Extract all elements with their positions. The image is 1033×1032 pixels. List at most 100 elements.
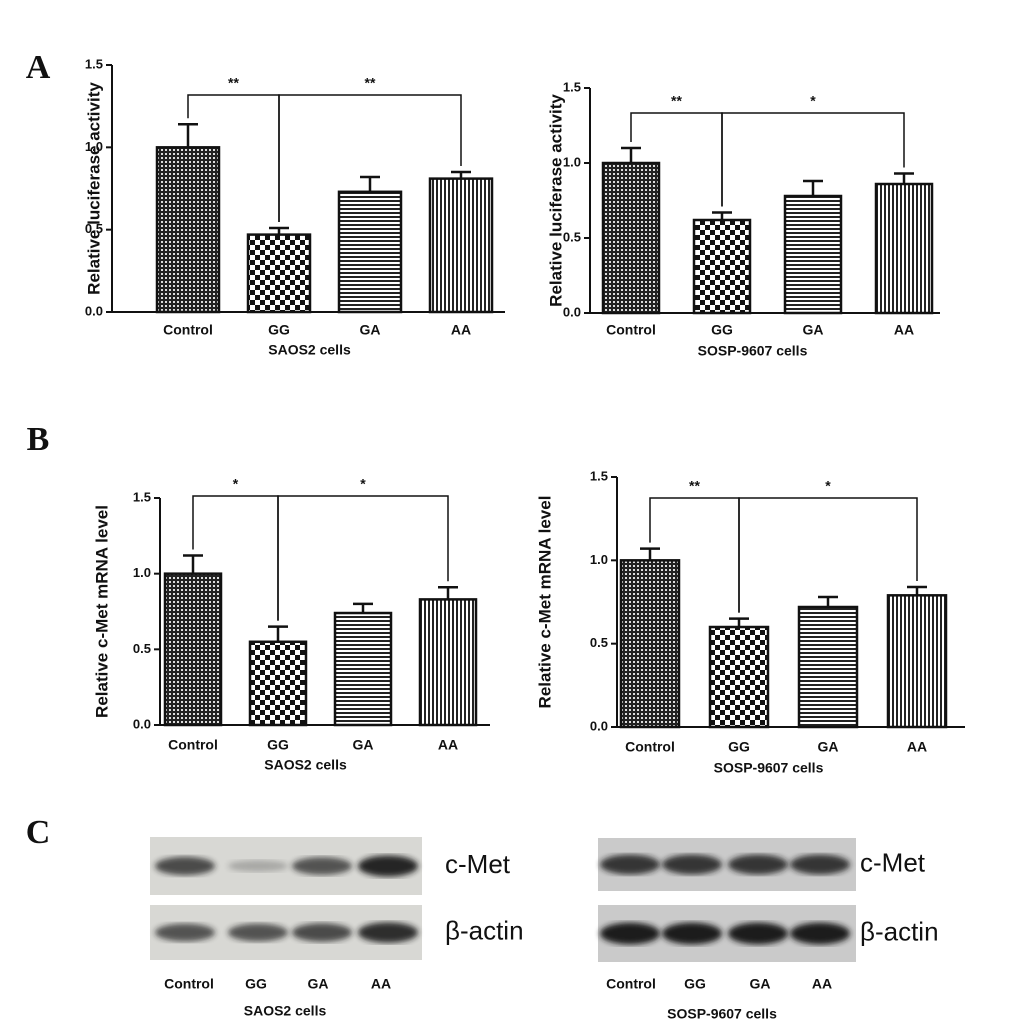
bar (619, 559, 681, 729)
blot-band (228, 860, 288, 872)
blot-band (600, 922, 660, 945)
blot-band (662, 854, 722, 875)
blot-caption: SOSP-9607 cells (667, 1006, 777, 1022)
blot-row-label: c-Met (445, 849, 511, 879)
bar (783, 194, 843, 315)
significance-label: * (233, 476, 239, 492)
x-tick-label: Control (606, 322, 656, 338)
blot-band (662, 922, 722, 945)
bar (246, 233, 312, 314)
blot-row-label: β-actin (860, 916, 939, 946)
x-tick-label: Control (625, 739, 675, 755)
y-tick-label: 1.5 (590, 468, 608, 483)
significance-bracket (738, 497, 918, 613)
y-tick-label: 1.5 (85, 56, 103, 71)
panel-label: C (26, 814, 51, 851)
bar (708, 625, 770, 729)
lane-label: Control (164, 976, 214, 992)
y-tick-label: 0.0 (85, 303, 103, 318)
x-tick-label: AA (894, 322, 914, 338)
y-tick-label: 1.5 (133, 489, 151, 504)
bar (874, 182, 934, 315)
blot-band (292, 923, 352, 942)
y-tick-label: 1.0 (563, 154, 581, 169)
y-axis-label: Relative c-Met mRNA level (92, 505, 111, 718)
bar (692, 218, 752, 315)
bar (428, 177, 494, 314)
panel-label: B (27, 421, 50, 458)
lane-label: GA (308, 976, 329, 992)
significance-label: ** (228, 75, 239, 91)
x-axis-label: SAOS2 cells (264, 757, 347, 773)
bar (248, 640, 308, 727)
significance-label: * (825, 478, 831, 494)
x-tick-label: GA (353, 737, 374, 753)
x-tick-label: GG (268, 322, 290, 338)
blot-band (600, 854, 660, 875)
y-tick-label: 1.0 (133, 565, 151, 580)
y-tick-label: 0.0 (590, 718, 608, 733)
significance-bracket (277, 495, 449, 621)
x-tick-label: AA (907, 739, 927, 755)
bar (886, 594, 948, 729)
significance-bracket (278, 94, 462, 223)
x-tick-label: Control (163, 322, 213, 338)
blot-band (790, 922, 850, 945)
blot-band (358, 855, 418, 877)
lane-label: GA (750, 976, 771, 992)
x-tick-label: GG (711, 322, 733, 338)
bar (333, 611, 393, 727)
x-tick-label: GA (818, 739, 839, 755)
y-tick-label: 0.0 (563, 304, 581, 319)
x-tick-label: GG (728, 739, 750, 755)
y-axis-label: Relative luciferase activity (546, 94, 565, 307)
y-tick-label: 1.0 (590, 552, 608, 567)
x-axis-label: SOSP-9607 cells (698, 343, 808, 359)
blot-band (728, 922, 788, 945)
lane-label: GG (245, 976, 267, 992)
bar (155, 146, 221, 314)
blot-band (728, 854, 788, 875)
bar (601, 161, 661, 315)
y-tick-label: 0.5 (563, 229, 581, 244)
blot-band (358, 922, 418, 943)
y-tick-label: 1.0 (85, 139, 103, 154)
y-tick-label: 0.5 (590, 635, 608, 650)
y-axis-label: Relative luciferase activity (84, 82, 103, 295)
x-axis-label: SAOS2 cells (268, 342, 351, 358)
significance-label: ** (689, 478, 700, 494)
lane-label: Control (606, 976, 656, 992)
x-tick-label: AA (438, 737, 458, 753)
significance-label: * (360, 476, 366, 492)
blot-caption: SAOS2 cells (244, 1003, 327, 1019)
lane-label: GG (684, 976, 706, 992)
x-tick-label: GA (360, 322, 381, 338)
x-tick-label: GA (803, 322, 824, 338)
significance-label: * (810, 93, 816, 109)
y-tick-label: 0.5 (133, 641, 151, 656)
significance-bracket (721, 112, 905, 207)
y-tick-label: 0.5 (85, 221, 103, 236)
blot-band (790, 854, 850, 875)
y-axis-label: Relative c-Met mRNA level (535, 496, 554, 709)
x-tick-label: Control (168, 737, 218, 753)
significance-label: ** (365, 75, 376, 91)
bar (797, 605, 859, 729)
bar (418, 598, 478, 727)
blot-row-label: c-Met (860, 847, 926, 877)
blot-row-label: β-actin (445, 915, 524, 945)
lane-label: AA (371, 976, 391, 992)
y-tick-label: 1.5 (563, 79, 581, 94)
x-axis-label: SOSP-9607 cells (714, 760, 824, 776)
panel-label: A (26, 49, 51, 86)
bar (163, 572, 223, 727)
blot-band (155, 923, 215, 942)
x-tick-label: GG (267, 737, 289, 753)
bar (337, 190, 403, 314)
blot-band (155, 856, 215, 876)
blot-band (292, 857, 352, 875)
blot-band (228, 923, 288, 942)
y-tick-label: 0.0 (133, 716, 151, 731)
significance-label: ** (671, 93, 682, 109)
